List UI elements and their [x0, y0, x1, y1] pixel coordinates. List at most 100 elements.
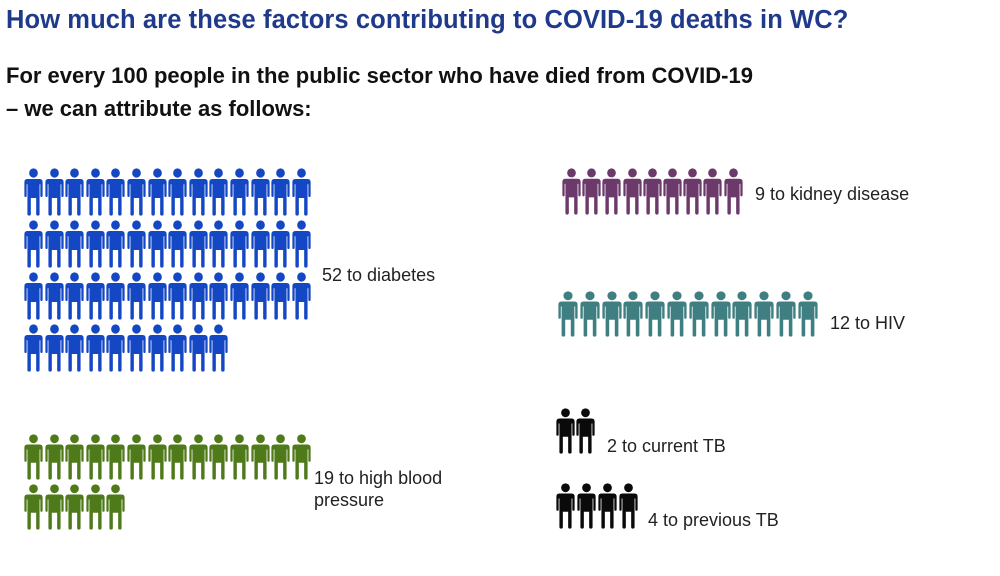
person-icon [580, 291, 600, 342]
person-icon [271, 168, 290, 221]
previous-tb-label: 4 to previous TB [648, 510, 779, 530]
high-blood-pressure-label: 19 to high blood pressure [314, 468, 443, 510]
person-icon [643, 168, 662, 220]
person-icon [127, 272, 146, 325]
person-icon [86, 220, 105, 273]
person-icon [147, 272, 167, 325]
person-icon [44, 168, 64, 221]
diabetes-label: 52 to diabetes [322, 265, 436, 285]
person-icon [271, 220, 290, 273]
person-icon [65, 272, 84, 325]
person-icon [127, 434, 146, 485]
person-icon [106, 220, 126, 273]
person-icon [292, 272, 311, 325]
person-icon [189, 434, 208, 485]
person-icon [24, 168, 43, 221]
person-icon [562, 168, 581, 220]
person-icon [24, 484, 43, 535]
person-icon [86, 484, 105, 535]
person-icon [86, 272, 105, 325]
person-icon [556, 483, 575, 534]
person-icon [230, 220, 249, 273]
person-icon [86, 434, 105, 485]
person-icon [168, 434, 187, 485]
person-icon [44, 272, 64, 325]
person-icon [558, 291, 578, 342]
person-icon [271, 272, 290, 325]
person-icon [147, 168, 167, 221]
person-icon [24, 434, 43, 485]
person-icon [623, 291, 643, 342]
person-icon [24, 272, 43, 325]
person-icon [230, 434, 249, 485]
person-icon [106, 324, 126, 377]
current-tb-label: 2 to current TB [607, 436, 726, 456]
person-icon [189, 272, 208, 325]
person-icon [798, 291, 818, 342]
person-icon [189, 324, 208, 377]
subtitle-line-2: – we can attribute as follows: [6, 96, 312, 121]
person-icon [86, 324, 105, 377]
person-icon [24, 220, 43, 273]
person-icon [209, 324, 229, 377]
person-icon [44, 220, 64, 273]
person-icon [732, 291, 752, 342]
subtitle: For every 100 people in the public secto… [6, 59, 753, 125]
person-icon [703, 168, 723, 220]
person-icon [271, 434, 290, 485]
person-icon [168, 324, 187, 377]
person-icon [65, 484, 84, 535]
person-icon [65, 324, 84, 377]
person-icon [598, 483, 617, 534]
person-icon [619, 483, 638, 534]
person-icon [292, 168, 311, 221]
person-icon [168, 272, 187, 325]
subtitle-line-1: For every 100 people in the public secto… [6, 63, 753, 88]
person-icon [710, 291, 731, 342]
page-title: How much are these factors contributing … [6, 6, 849, 34]
person-icon [622, 168, 642, 220]
person-icon [106, 168, 126, 221]
person-icon [65, 220, 84, 273]
person-icon [44, 434, 64, 485]
person-icon [577, 483, 596, 534]
person-icon [645, 291, 665, 342]
person-icon [106, 434, 126, 485]
person-icon [250, 434, 270, 485]
person-icon [602, 168, 622, 220]
person-icon [292, 434, 311, 485]
person-icon [127, 324, 146, 377]
person-icon [44, 324, 64, 377]
person-icon [24, 324, 43, 377]
person-icon [250, 220, 270, 273]
person-icon [601, 291, 622, 342]
person-icon [250, 168, 270, 221]
person-icon [168, 220, 187, 273]
person-icon [209, 272, 229, 325]
person-icon [250, 272, 270, 325]
person-icon [754, 291, 774, 342]
hiv-label: 12 to HIV [830, 313, 906, 333]
person-icon [582, 168, 601, 220]
person-icon [723, 168, 743, 220]
person-icon [106, 484, 126, 535]
person-icon [556, 408, 575, 459]
person-icon [147, 220, 167, 273]
person-icon [127, 168, 146, 221]
person-icon [209, 168, 229, 221]
person-icon [44, 484, 64, 535]
person-icon [292, 220, 311, 273]
person-icon [147, 434, 167, 485]
kidney-disease-label: 9 to kidney disease [755, 184, 910, 204]
person-icon [189, 220, 208, 273]
person-icon [230, 168, 249, 221]
person-icon [65, 434, 84, 485]
person-icon [663, 168, 682, 220]
person-icon [65, 168, 84, 221]
person-icon [776, 291, 796, 342]
person-icon [189, 168, 208, 221]
person-icon [230, 272, 249, 325]
person-icon [147, 324, 167, 377]
person-icon [576, 408, 595, 459]
person-icon [667, 291, 687, 342]
